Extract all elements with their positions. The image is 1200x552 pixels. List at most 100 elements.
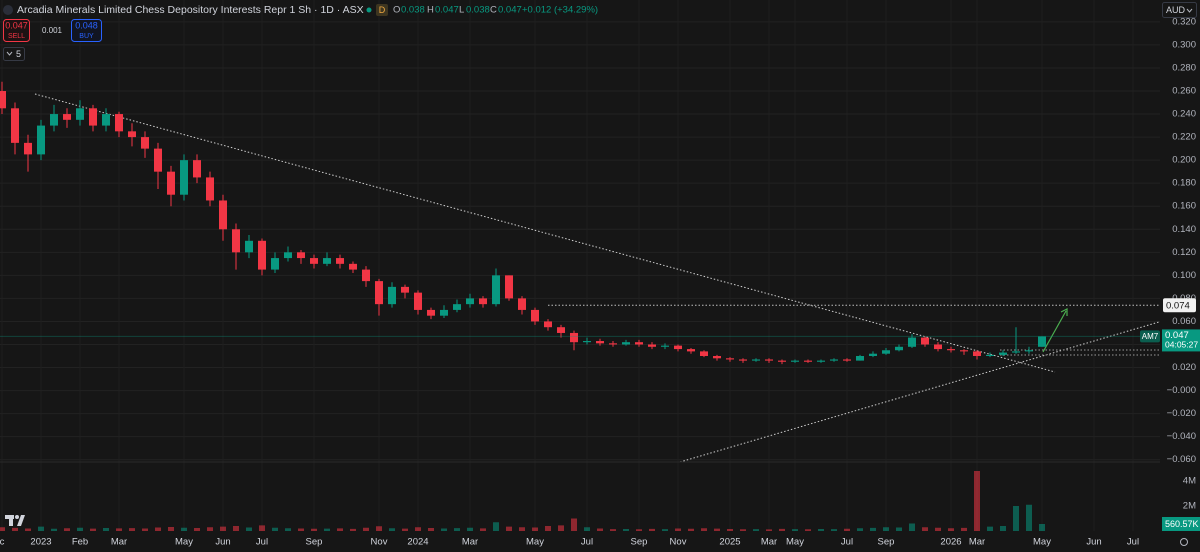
ohlc-value: 0.047 [435, 5, 459, 16]
spread: 0.001 [42, 26, 63, 35]
volume-bar [38, 526, 44, 531]
candle-body [557, 327, 565, 333]
x-tick-label: Nov [371, 537, 388, 548]
volume-bar [337, 528, 343, 531]
candle-body [0, 91, 6, 109]
candle-body [934, 344, 942, 350]
y-tick-label: 0.120 [1172, 247, 1196, 258]
volume-bar [103, 528, 109, 531]
trend-line [34, 93, 1056, 373]
candle-body [609, 343, 617, 345]
buy-button[interactable] [71, 19, 102, 42]
volume-bar [194, 528, 200, 531]
volume-bar [974, 471, 980, 531]
x-tick-label: Mar [462, 537, 478, 548]
currency[interactable]: AUD [1166, 5, 1186, 15]
indicator-count[interactable]: 5 [16, 49, 21, 59]
candle-body [921, 337, 929, 345]
y-tick-label: 0.280 [1172, 62, 1196, 73]
ohlc-label: H [427, 5, 434, 16]
buy-label[interactable]: BUY [79, 33, 94, 40]
marks [0, 81, 1160, 531]
volume-bar [532, 527, 538, 531]
sell-price[interactable]: 0.047 [5, 20, 28, 30]
candle-body [583, 341, 591, 343]
volume-bar [0, 527, 5, 531]
candle-body [297, 252, 305, 259]
candle-body [180, 160, 188, 195]
volume-bar [935, 527, 941, 531]
volume-bar [1026, 504, 1032, 531]
x-tick-label: Sep [878, 537, 895, 548]
settings-icon[interactable] [1180, 538, 1188, 546]
volume-bar [792, 529, 798, 531]
chevron [1186, 8, 1193, 13]
ohlc-label: C [490, 5, 497, 16]
candle-body [284, 252, 292, 259]
y-tick-label: 0.160 [1172, 201, 1196, 212]
candle-body [115, 114, 123, 132]
volume-bar [207, 527, 213, 531]
y-tick-label: 0.300 [1172, 39, 1196, 50]
x-tick-label: Jul [581, 537, 593, 548]
volume-bar [363, 527, 369, 531]
candle-body [843, 359, 851, 361]
volume-bar [129, 528, 135, 531]
logo-part [17, 515, 25, 526]
volume-bar [558, 525, 564, 531]
volume-bar [142, 528, 148, 531]
candle-body [440, 309, 448, 316]
volume-bar [402, 528, 408, 531]
candle-body [362, 269, 370, 282]
currency-button[interactable] [1162, 2, 1197, 18]
logo-part [15, 515, 19, 519]
candle-body [869, 353, 877, 357]
candle-body [323, 258, 331, 264]
symbol-icon [3, 5, 13, 15]
candle-body [791, 360, 799, 362]
volume-bar [519, 527, 525, 531]
volume-bar [376, 526, 382, 531]
x-tick-label: 2025 [719, 537, 740, 548]
candle-body [986, 354, 994, 357]
volume-bar [64, 528, 70, 531]
sell-label[interactable]: SELL [8, 33, 25, 40]
candle-body [375, 281, 383, 305]
y-tick-label: −0.000 [1167, 385, 1196, 396]
candle-body [1012, 351, 1020, 353]
volume-bar [25, 528, 31, 531]
volume-bar [1013, 506, 1019, 531]
volume-bar [714, 528, 720, 531]
price-axis [1160, 0, 1200, 552]
candle-body [24, 142, 32, 155]
candle-body [154, 148, 162, 172]
candle-body [232, 229, 240, 253]
volume-bar [90, 528, 96, 531]
x-tick-label: Sep [306, 537, 323, 548]
candle-body [739, 359, 747, 361]
candle-body [271, 258, 279, 270]
volume-bar [77, 527, 83, 531]
candle-body [414, 292, 422, 310]
candle-body [687, 349, 695, 352]
candle-body [895, 346, 903, 351]
volume-bar [831, 529, 837, 531]
candle-body [310, 258, 318, 264]
buy-price[interactable]: 0.048 [75, 20, 98, 30]
candle-body [973, 351, 981, 357]
volume-bar [181, 527, 187, 531]
candle-body [245, 240, 253, 253]
x-tick-label: May [526, 537, 544, 548]
candle-body [63, 114, 71, 120]
x-tick-label: Jun [1086, 537, 1101, 548]
indicators-toggle[interactable] [3, 47, 25, 61]
candle-body [622, 342, 630, 345]
sell-button[interactable] [3, 19, 30, 42]
candle-body [466, 298, 474, 305]
ohlc-label: O [393, 5, 400, 16]
volume-bar [12, 527, 18, 531]
x-tick-label: Mar [969, 537, 985, 548]
volume-bar [389, 528, 395, 531]
y-tick-label: −0.020 [1167, 408, 1196, 419]
